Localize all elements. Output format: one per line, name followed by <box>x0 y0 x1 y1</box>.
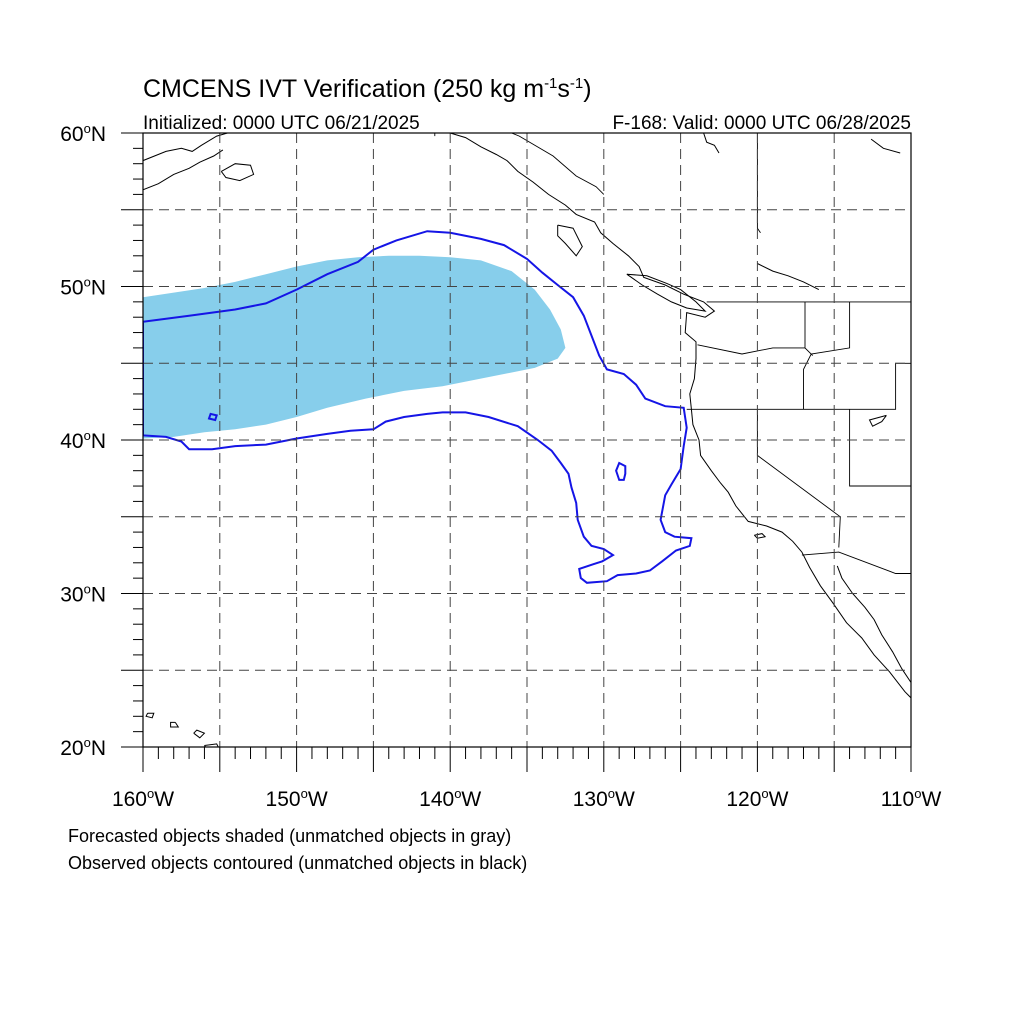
border-4 <box>801 551 911 574</box>
observed-object-2 <box>207 412 218 422</box>
coastline-14 <box>870 138 901 154</box>
map-plot-area <box>143 133 911 747</box>
lon-label: 160oW <box>112 786 174 811</box>
coastline-7 <box>626 273 707 312</box>
coastline-13 <box>757 263 820 291</box>
map-frame <box>142 132 912 748</box>
figure-title: CMCENS IVT Verification (250 kg m-1s-1) <box>143 75 592 103</box>
coastline-16 <box>753 533 767 539</box>
border-7 <box>697 344 805 355</box>
lon-label: 120oW <box>726 786 788 811</box>
coastline-4 <box>450 133 911 699</box>
border-10 <box>511 133 605 195</box>
graticule <box>143 133 911 747</box>
observed-object-1 <box>143 230 693 584</box>
initialized-label: Initialized: 0000 UTC 06/21/2025 <box>143 113 420 134</box>
border-2 <box>686 362 911 410</box>
coastline-15 <box>868 414 887 427</box>
border-3 <box>756 409 841 548</box>
lat-label: 60oN <box>60 121 106 146</box>
border-11 <box>756 133 761 234</box>
border-6 <box>804 301 814 356</box>
lat-label: 30oN <box>60 582 106 607</box>
coastline-10 <box>170 721 180 728</box>
valid-label: F-168: Valid: 0000 UTC 06/28/2025 <box>612 113 911 134</box>
coastline-1 <box>143 133 228 162</box>
lat-label: 20oN <box>60 735 106 760</box>
coastline-3 <box>220 163 255 182</box>
footnote-observed: Observed objects contoured (unmatched ob… <box>68 853 528 873</box>
lat-label: 50oN <box>60 275 106 300</box>
coastline-12 <box>703 133 720 154</box>
footnote-forecast: Forecasted objects shaded (unmatched obj… <box>68 826 512 846</box>
coastline-6 <box>557 224 583 257</box>
lon-label: 140oW <box>419 786 481 811</box>
border-8 <box>849 409 911 487</box>
forecast-object-1 <box>143 255 566 439</box>
coastline-8 <box>204 743 219 747</box>
axis-labels: 60oN 50oN 40oN 30oN 20oN 160oW 150oW 140oW 130oW… <box>60 121 941 811</box>
lon-label: 150oW <box>266 786 328 811</box>
observed-object-3 <box>615 461 627 481</box>
coastline-9 <box>193 729 206 739</box>
coastline-11 <box>145 712 155 719</box>
border-5 <box>803 301 851 410</box>
lat-label: 40oN <box>60 428 106 453</box>
coastline-2 <box>143 149 224 191</box>
lon-label: 130oW <box>573 786 635 811</box>
lon-label: 110oW <box>881 786 942 811</box>
axis-ticks <box>121 132 912 772</box>
coastline-5 <box>836 565 911 683</box>
